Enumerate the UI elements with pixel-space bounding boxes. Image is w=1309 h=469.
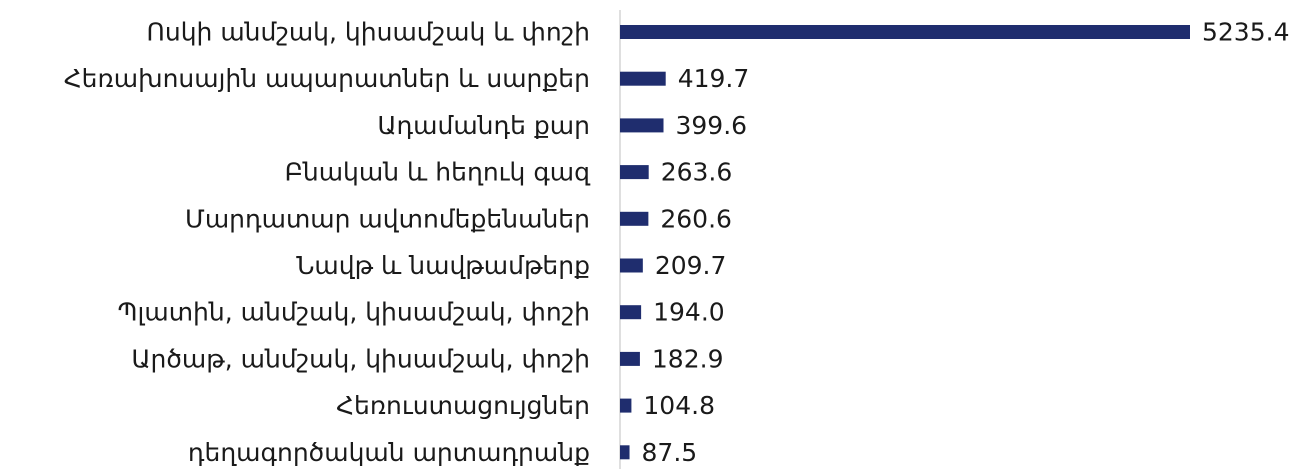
- bar: [620, 165, 649, 180]
- value-label: 104.8: [643, 391, 715, 420]
- category-label: Բնական և հեղուկ գազ: [285, 158, 592, 187]
- category-label: դեղագործական արտադրանք: [188, 438, 590, 467]
- category-label: Ադամանդե քար: [377, 111, 590, 140]
- value-label: 263.6: [661, 158, 733, 187]
- category-label: Ոսկի անմշակ, կիսամշակ և փոշի: [147, 18, 590, 47]
- bar: [620, 305, 642, 320]
- bar: [620, 258, 643, 273]
- value-label: 419.7: [678, 64, 750, 93]
- category-label: Հեռուստացույցներ: [336, 391, 590, 420]
- bar: [620, 25, 1190, 39]
- bar: [620, 211, 649, 226]
- value-label: 182.9: [652, 344, 724, 373]
- value-label: 194.0: [653, 298, 725, 327]
- bar: [620, 71, 666, 86]
- category-label: Նավթ և նավթամթերք: [296, 251, 590, 280]
- category-label: Հեռախոսային ապարատներ և սարքեր: [64, 64, 590, 93]
- category-label: Պլատին, անմշակ, կիսամշակ, փոշի: [118, 298, 590, 327]
- value-label: 399.6: [676, 111, 748, 140]
- category-label: Մարդատար ավտոմեքենաներ: [185, 204, 590, 233]
- bar: [620, 351, 640, 366]
- bar: [620, 118, 664, 133]
- value-label: 5235.4: [1202, 18, 1289, 47]
- bar: [620, 398, 632, 413]
- value-label: 87.5: [642, 438, 698, 467]
- category-label: Արծաթ, անմշակ, կիսամշակ, փոշի: [131, 344, 590, 373]
- value-label: 209.7: [655, 251, 727, 280]
- value-label: 260.6: [660, 204, 732, 233]
- bar: [620, 445, 630, 460]
